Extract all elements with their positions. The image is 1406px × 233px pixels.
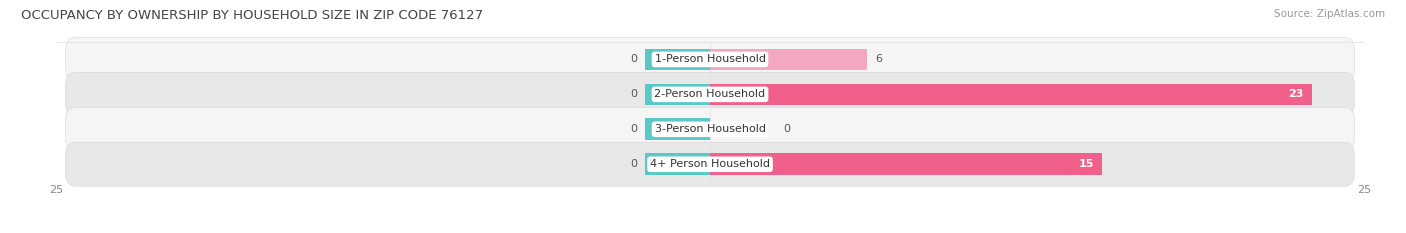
Bar <box>710 49 868 70</box>
Bar <box>710 153 1102 175</box>
Text: 0: 0 <box>783 124 790 134</box>
Text: 0: 0 <box>630 89 637 99</box>
Text: 15: 15 <box>1078 159 1094 169</box>
Text: Source: ZipAtlas.com: Source: ZipAtlas.com <box>1274 9 1385 19</box>
FancyBboxPatch shape <box>66 142 1354 186</box>
Bar <box>710 83 1312 105</box>
Text: 0: 0 <box>630 159 637 169</box>
Bar <box>644 49 710 70</box>
FancyBboxPatch shape <box>66 72 1354 116</box>
Text: 0: 0 <box>630 124 637 134</box>
Text: 23: 23 <box>1288 89 1303 99</box>
FancyBboxPatch shape <box>66 107 1354 151</box>
Text: OCCUPANCY BY OWNERSHIP BY HOUSEHOLD SIZE IN ZIP CODE 76127: OCCUPANCY BY OWNERSHIP BY HOUSEHOLD SIZE… <box>21 9 484 22</box>
Bar <box>644 118 710 140</box>
Text: 0: 0 <box>630 55 637 64</box>
Text: 2-Person Household: 2-Person Household <box>654 89 766 99</box>
Text: 1-Person Household: 1-Person Household <box>655 55 765 64</box>
FancyBboxPatch shape <box>66 37 1354 81</box>
Bar <box>644 83 710 105</box>
Bar <box>644 153 710 175</box>
Text: 3-Person Household: 3-Person Household <box>655 124 765 134</box>
Text: 6: 6 <box>875 55 882 64</box>
Text: 4+ Person Household: 4+ Person Household <box>650 159 770 169</box>
